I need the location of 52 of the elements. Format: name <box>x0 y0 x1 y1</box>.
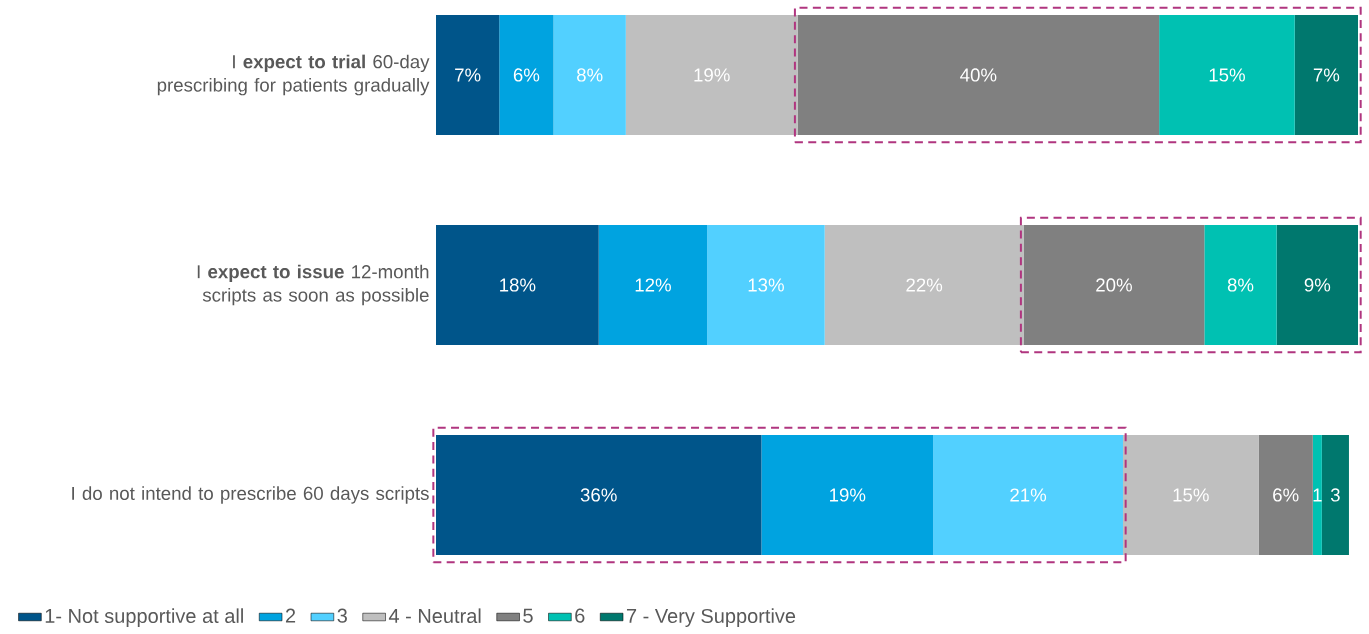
data-label: 12% <box>635 278 671 292</box>
data-label: 7% <box>455 68 481 82</box>
bar <box>436 435 762 555</box>
bar <box>1159 15 1295 135</box>
data-label: 36% <box>580 488 617 502</box>
data-label: 1 <box>1313 488 1322 502</box>
data-label: 8% <box>577 68 603 82</box>
data-label: 7% <box>1313 68 1340 82</box>
data-label: 19% <box>694 68 730 82</box>
bar <box>1204 225 1277 345</box>
bar <box>797 15 1160 135</box>
bar <box>824 225 1024 345</box>
bar <box>761 435 934 555</box>
bar <box>1122 435 1259 555</box>
bar <box>625 15 798 135</box>
data-label: 9% <box>1304 278 1331 292</box>
legend-label: 5 <box>523 608 533 623</box>
bar <box>436 15 500 135</box>
bar <box>436 225 599 345</box>
bar <box>1023 225 1205 345</box>
y-tick-label: I expect to trial 60-day prescribing for patients gradually <box>157 54 430 96</box>
legend-label: 1- Not supportive at all <box>45 608 243 627</box>
data-label: 21% <box>1010 488 1047 502</box>
data-label: 19% <box>830 488 866 502</box>
bar <box>1294 15 1358 135</box>
data-label: 40% <box>960 68 997 82</box>
bar <box>1312 435 1322 555</box>
bar <box>707 225 825 345</box>
bar <box>598 225 708 345</box>
bar <box>1321 435 1349 555</box>
data-label: 20% <box>1096 278 1132 292</box>
data-label: 3 <box>1330 488 1340 502</box>
y-tick-label: I expect to issue 12-month scripts as soon as possible <box>197 264 429 306</box>
legend-label: 6 <box>575 608 585 623</box>
y-tick-label: I do not intend to prescribe 60 days scripts <box>72 486 429 504</box>
bar <box>1276 225 1358 345</box>
bar <box>553 15 626 135</box>
data-label: 15% <box>1209 68 1245 82</box>
data-label: 6% <box>1273 488 1299 502</box>
legend-label: 3 <box>337 608 347 623</box>
legend-label: 2 <box>285 608 296 623</box>
legend-label: 7 - Very Supportive <box>626 608 796 627</box>
data-label: 8% <box>1227 278 1254 292</box>
data-label: 22% <box>906 278 943 292</box>
legend-label: 4 - Neutral <box>388 608 481 624</box>
data-label: 13% <box>748 278 784 292</box>
data-label: 6% <box>513 68 540 82</box>
data-label: 18% <box>500 278 536 292</box>
bar <box>933 435 1123 555</box>
data-label: 15% <box>1173 488 1209 502</box>
bar <box>1258 435 1313 555</box>
bar <box>499 15 554 135</box>
